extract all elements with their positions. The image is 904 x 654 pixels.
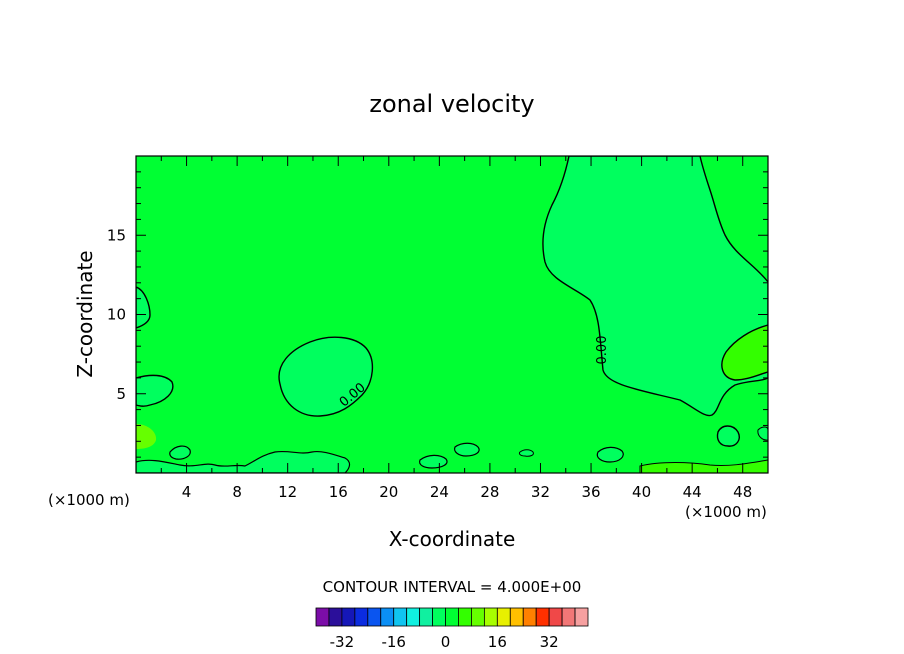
contour-region-oval <box>278 336 373 417</box>
x-tick-label: 8 <box>232 483 242 501</box>
colorbar-swatch <box>432 607 446 627</box>
plot-area <box>136 156 768 473</box>
contour-region-left-mid <box>136 374 174 407</box>
colorbar-swatch <box>574 607 589 627</box>
colorbar-swatch <box>354 607 369 627</box>
colorbar-swatch <box>393 607 408 627</box>
y-tick-label: 5 <box>116 385 126 403</box>
x-tick-label: 24 <box>430 483 449 501</box>
colorbar-swatch <box>509 607 524 627</box>
colorbar <box>315 607 589 627</box>
colorbar-swatch <box>496 607 511 627</box>
colorbar-tick-label: -32 <box>330 633 355 651</box>
y-tick-labels: 5 10 15 <box>107 226 126 403</box>
contour-region-island <box>716 425 740 447</box>
x-tick-label: 12 <box>278 483 297 501</box>
colorbar-swatch <box>315 607 330 627</box>
colorbar-swatch <box>458 607 472 627</box>
contour-band-patch-2 <box>419 454 448 469</box>
x-tick-label: 36 <box>581 483 600 501</box>
x-tick-label: 44 <box>683 483 702 501</box>
x-tick-label: 48 <box>733 483 752 501</box>
contour-band-patch-7 <box>757 426 768 441</box>
y-axis-title: Z-coordinate <box>73 250 97 377</box>
x-axis-ticks <box>135 156 769 473</box>
y-tick-label: 15 <box>107 226 126 244</box>
x-unit-label-right: (×1000 m) <box>685 503 767 521</box>
colorbar-tick-label: 0 <box>441 633 451 651</box>
contour-region-left-low <box>136 424 157 449</box>
colorbar-tick-label: -16 <box>381 633 406 651</box>
colorbar-swatch <box>535 607 550 627</box>
colorbar-swatch <box>328 607 343 627</box>
contour-region-right <box>542 156 768 417</box>
colorbar-tick-label: 16 <box>488 633 507 651</box>
colorbar-tick-labels: -32 -16 0 16 32 <box>330 633 559 651</box>
x-tick-label: 16 <box>329 483 348 501</box>
x-tick-label: 40 <box>632 483 651 501</box>
contour-label-right: 0.00 <box>595 336 610 365</box>
colorbar-swatch <box>483 607 498 627</box>
contour-region-left-top <box>136 286 151 329</box>
colorbar-swatch <box>341 607 356 627</box>
y-axis-ticks <box>136 171 768 458</box>
contour-band-patch-4 <box>596 446 624 463</box>
colorbar-swatch <box>445 607 459 627</box>
colorbar-swatch <box>380 607 395 627</box>
contour-region-right-lobe <box>721 324 768 381</box>
colorbar-tick-label: 32 <box>540 633 559 651</box>
x-tick-label: 28 <box>480 483 499 501</box>
contour-band-bottom <box>136 450 351 473</box>
colorbar-swatch <box>419 607 433 627</box>
x-tick-label: 20 <box>379 483 398 501</box>
colorbar-swatch <box>522 607 537 627</box>
contour-band-patch-1 <box>169 445 191 460</box>
colorbar-swatch <box>561 607 576 627</box>
x-axis-title: X-coordinate <box>389 527 516 551</box>
x-tick-label: 4 <box>182 483 192 501</box>
x-tick-label: 32 <box>531 483 550 501</box>
y-tick-label: 10 <box>107 306 126 324</box>
colorbar-swatch <box>406 607 421 627</box>
chart-title: zonal velocity <box>369 90 534 118</box>
contour-band-patch-3 <box>454 442 480 457</box>
colorbar-swatch <box>367 607 382 627</box>
x-unit-label-left: (×1000 m) <box>48 491 130 509</box>
colorbar-swatch <box>548 607 563 627</box>
colorbar-swatch <box>471 607 485 627</box>
contour-interval-label: CONTOUR INTERVAL = 4.000E+00 <box>323 578 582 596</box>
contour-band-patch-6 <box>518 449 534 457</box>
x-tick-labels: 4 8 12 16 20 24 28 32 36 40 44 48 <box>182 483 752 501</box>
